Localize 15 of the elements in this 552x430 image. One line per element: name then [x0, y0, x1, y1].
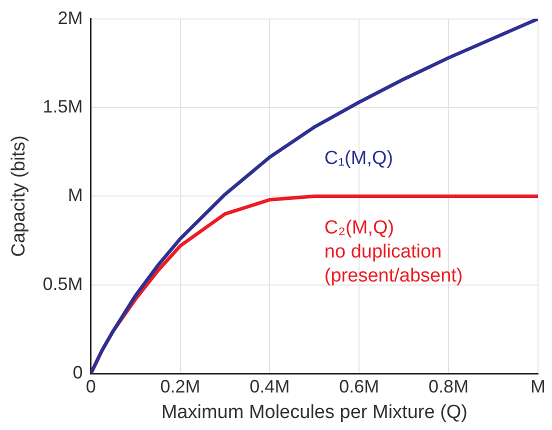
y-axis-title: Capacity (bits) — [8, 135, 30, 257]
y-tick-label: M — [68, 185, 83, 206]
series-label: C₁(M,Q) — [324, 148, 394, 170]
y-tick-label: 0.5M — [42, 274, 83, 294]
x-tick-label: 0.2M — [160, 376, 200, 396]
series-label: C₂(M,Q) no duplication (present/absent) — [324, 217, 463, 286]
y-tick-label: 2M — [58, 8, 83, 28]
x-axis-title: Maximum Molecules per Mixture (Q) — [161, 402, 468, 423]
x-tick-label: 0 — [86, 376, 96, 396]
x-tick-label: 0.4M — [250, 376, 290, 396]
x-tick-label: 0.8M — [428, 376, 469, 396]
x-tick-label: 0.6M — [339, 376, 380, 396]
y-tick-label: 1.5M — [42, 96, 83, 116]
y-tick-label: 0 — [72, 362, 83, 383]
x-tick-label: M — [530, 376, 546, 396]
